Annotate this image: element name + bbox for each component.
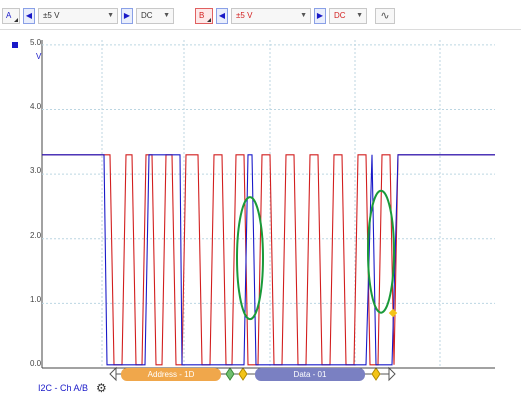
decode-bus-end — [388, 366, 396, 382]
corner-arrow-icon — [14, 18, 18, 22]
y-tick-label: 1.0 — [30, 295, 42, 304]
gear-icon[interactable]: ⚙ — [96, 381, 107, 395]
channel-a-marker — [12, 42, 18, 48]
channel-a-label: A — [6, 11, 12, 20]
channel-b-range-dropdown[interactable]: ±5 V ▼ — [231, 8, 311, 24]
channel-b-range-value: ±5 V — [236, 11, 253, 20]
corner-arrow-icon — [207, 18, 211, 22]
channel-b-range-up-button[interactable]: ▶ — [314, 8, 326, 24]
channel-toolbar: A ◀ ±5 V ▼ ▶ DC ▼ B ◀ ±5 V ▼ ▶ DC ▼ ∿ — [0, 0, 521, 30]
channel-a-range-down-button[interactable]: ◀ — [23, 8, 35, 24]
channel-b-coupling-dropdown[interactable]: DC ▼ — [329, 8, 367, 24]
channel-a-range-dropdown[interactable]: ±5 V ▼ — [38, 8, 118, 24]
y-tick-label: 4.0 — [30, 102, 42, 111]
stop-marker — [371, 367, 381, 381]
waveform-options-button[interactable]: ∿ — [375, 8, 395, 24]
y-tick-label: 2.0 — [30, 231, 42, 240]
oscilloscope-plot[interactable]: V 5.0 4.0 3.0 2.0 1.0 0.0 Address - 1D D… — [0, 30, 521, 413]
channel-b-label: B — [199, 11, 205, 20]
right-arrow-icon: ▶ — [316, 11, 324, 20]
highlight-ellipse — [367, 189, 395, 314]
chevron-down-icon: ▼ — [356, 12, 363, 19]
channel-a-coupling-dropdown[interactable]: DC ▼ — [136, 8, 174, 24]
waveform-canvas — [41, 40, 495, 382]
channel-a-range-up-button[interactable]: ▶ — [121, 8, 133, 24]
decode-bus-start — [109, 366, 117, 382]
y-tick-label: 3.0 — [30, 166, 42, 175]
right-arrow-icon: ▶ — [123, 11, 131, 20]
left-arrow-icon: ◀ — [25, 11, 33, 20]
left-arrow-icon: ◀ — [218, 11, 226, 20]
y-tick-label: 5.0 — [30, 38, 42, 47]
chevron-down-icon: ▼ — [300, 12, 307, 19]
ack-marker — [225, 367, 235, 381]
channel-b-coupling-value: DC — [334, 11, 346, 20]
channel-a-range-value: ±5 V — [43, 11, 60, 20]
y-axis-unit: V — [36, 52, 42, 61]
chevron-down-icon: ▼ — [107, 12, 114, 19]
address-packet[interactable]: Address - 1D — [121, 368, 221, 381]
data-packet[interactable]: Data - 01 — [255, 368, 365, 381]
waveform-icon: ∿ — [380, 10, 390, 22]
start-marker — [238, 367, 248, 381]
channel-b-trace — [42, 154, 495, 366]
highlight-ellipse — [236, 196, 264, 321]
chevron-down-icon: ▼ — [163, 12, 170, 19]
y-tick-label: 0.0 — [30, 359, 42, 368]
channel-a-trace — [42, 154, 495, 366]
channel-a-coupling-value: DC — [141, 11, 153, 20]
decoder-label: I2C - Ch A/B — [38, 383, 89, 393]
channel-b-range-down-button[interactable]: ◀ — [216, 8, 228, 24]
channel-a-button[interactable]: A — [2, 8, 20, 24]
channel-b-button[interactable]: B — [195, 8, 213, 24]
